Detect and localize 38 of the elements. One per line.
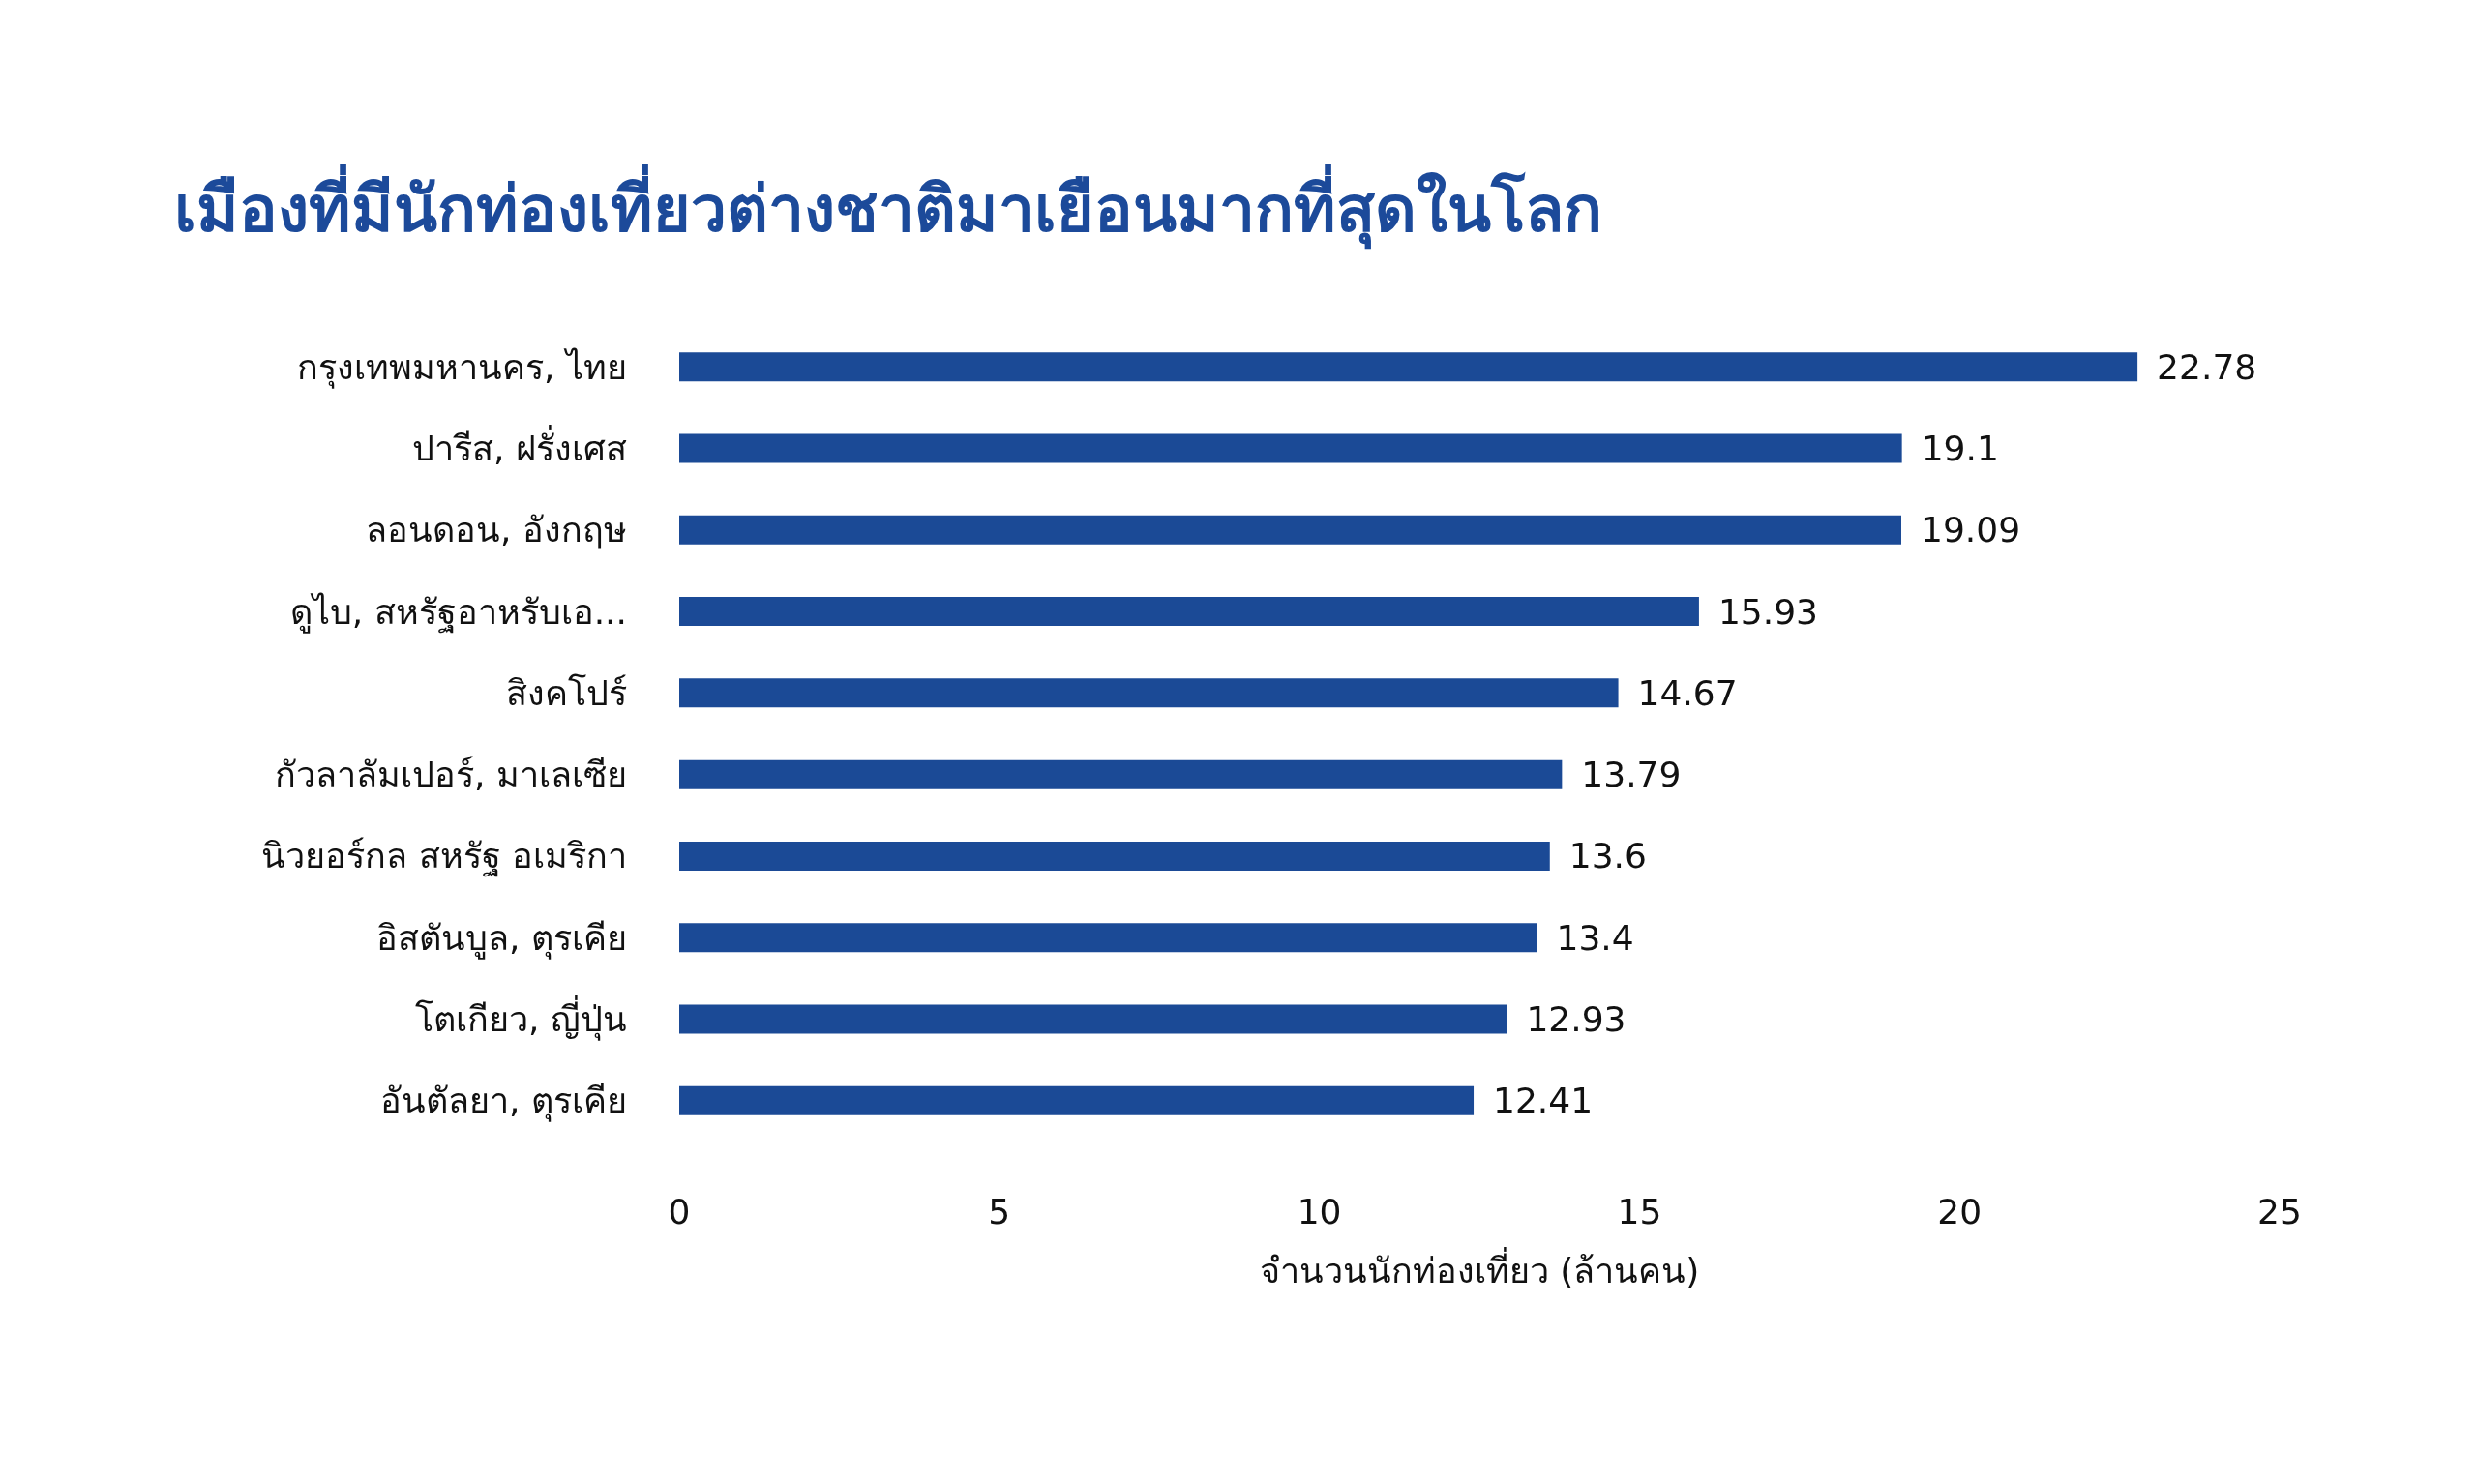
y-tick-label: อิสตันบูล, ตุรเคีย (376, 917, 627, 960)
x-tick-label: 5 (988, 1191, 1011, 1232)
data-label: 19.09 (1920, 510, 2021, 550)
y-tick-label: นิวยอร์กล สหรัฐ อเมริกา (261, 836, 627, 878)
x-axis-title: จำนวนนักท่องเที่ยว (ล้านคน) (1259, 1246, 1700, 1291)
bar (679, 759, 1563, 789)
bar (679, 1004, 1507, 1034)
x-tick-label: 10 (1297, 1191, 1342, 1232)
bar (679, 433, 1902, 463)
bar (679, 515, 1901, 545)
x-tick-label: 25 (2257, 1191, 2302, 1232)
bar (679, 923, 1537, 953)
bar (679, 678, 1619, 708)
y-tick-label: โตเกียว, ญี่ปุ่น (415, 995, 627, 1042)
data-label: 15.93 (1717, 591, 1818, 632)
y-tick-label: ดูไบ, สหรัฐอาหรับเอ... (289, 591, 627, 634)
x-tick-label: 0 (668, 1191, 691, 1232)
y-tick-label: สิงคโปร์ (506, 672, 627, 713)
y-tick-label: ปารีส, ฝรั่งเศส (412, 424, 627, 468)
x-tick-label: 20 (1937, 1191, 1983, 1232)
y-tick-label: อันตัลยา, ตุรเคีย (380, 1081, 627, 1123)
y-tick-label: กรุงเทพมหานคร, ไทย (297, 346, 627, 389)
bar (679, 1085, 1475, 1115)
data-label: 22.78 (2157, 346, 2257, 387)
data-label: 14.67 (1637, 672, 1738, 713)
data-label: 13.6 (1568, 836, 1647, 876)
y-tick-label: ลอนดอน, อังกฤษ (366, 510, 627, 550)
data-label: 13.79 (1581, 755, 1682, 795)
data-label: 13.4 (1556, 917, 1634, 958)
bar (679, 597, 1699, 627)
data-label: 12.41 (1493, 1081, 1594, 1121)
bar (679, 352, 2138, 382)
bar (679, 841, 1550, 871)
data-label: 19.1 (1921, 428, 1999, 468)
chart-title: เมืองที่มีนักท่องเที่ยวต่างชาติมาเยือนมากที่สุดในโลก (174, 163, 1602, 250)
y-tick-label: กัวลาลัมเปอร์, มาเลเซีย (275, 755, 627, 795)
data-label: 12.93 (1526, 999, 1626, 1040)
x-tick-label: 15 (1617, 1191, 1662, 1232)
